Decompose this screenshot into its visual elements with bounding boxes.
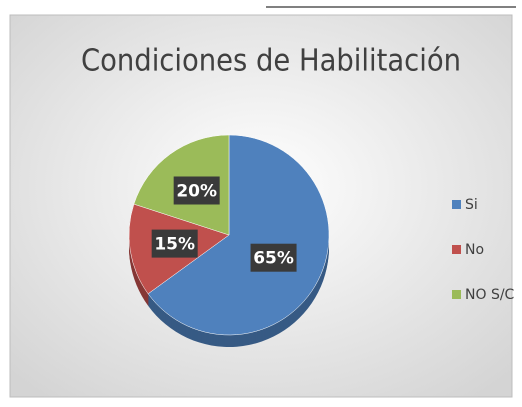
legend-swatch bbox=[452, 290, 461, 299]
pie: 65% 15% 20% bbox=[128, 134, 330, 348]
data-label-box bbox=[151, 229, 198, 258]
legend-label: Si bbox=[465, 197, 478, 213]
legend-label: No bbox=[465, 242, 484, 258]
data-label: 65% bbox=[253, 249, 294, 269]
legend-swatch bbox=[452, 245, 461, 254]
data-label-box bbox=[173, 176, 220, 205]
data-label-box bbox=[250, 243, 297, 272]
slice bbox=[147, 134, 330, 336]
legend: Si No NO S/C bbox=[452, 197, 515, 303]
chart-title: Condiciones de Habilitación bbox=[81, 44, 461, 79]
data-label: 15% bbox=[154, 235, 195, 255]
data-label: 20% bbox=[176, 182, 217, 202]
legend-swatch bbox=[452, 200, 461, 209]
legend-label: NO S/C bbox=[465, 287, 515, 303]
